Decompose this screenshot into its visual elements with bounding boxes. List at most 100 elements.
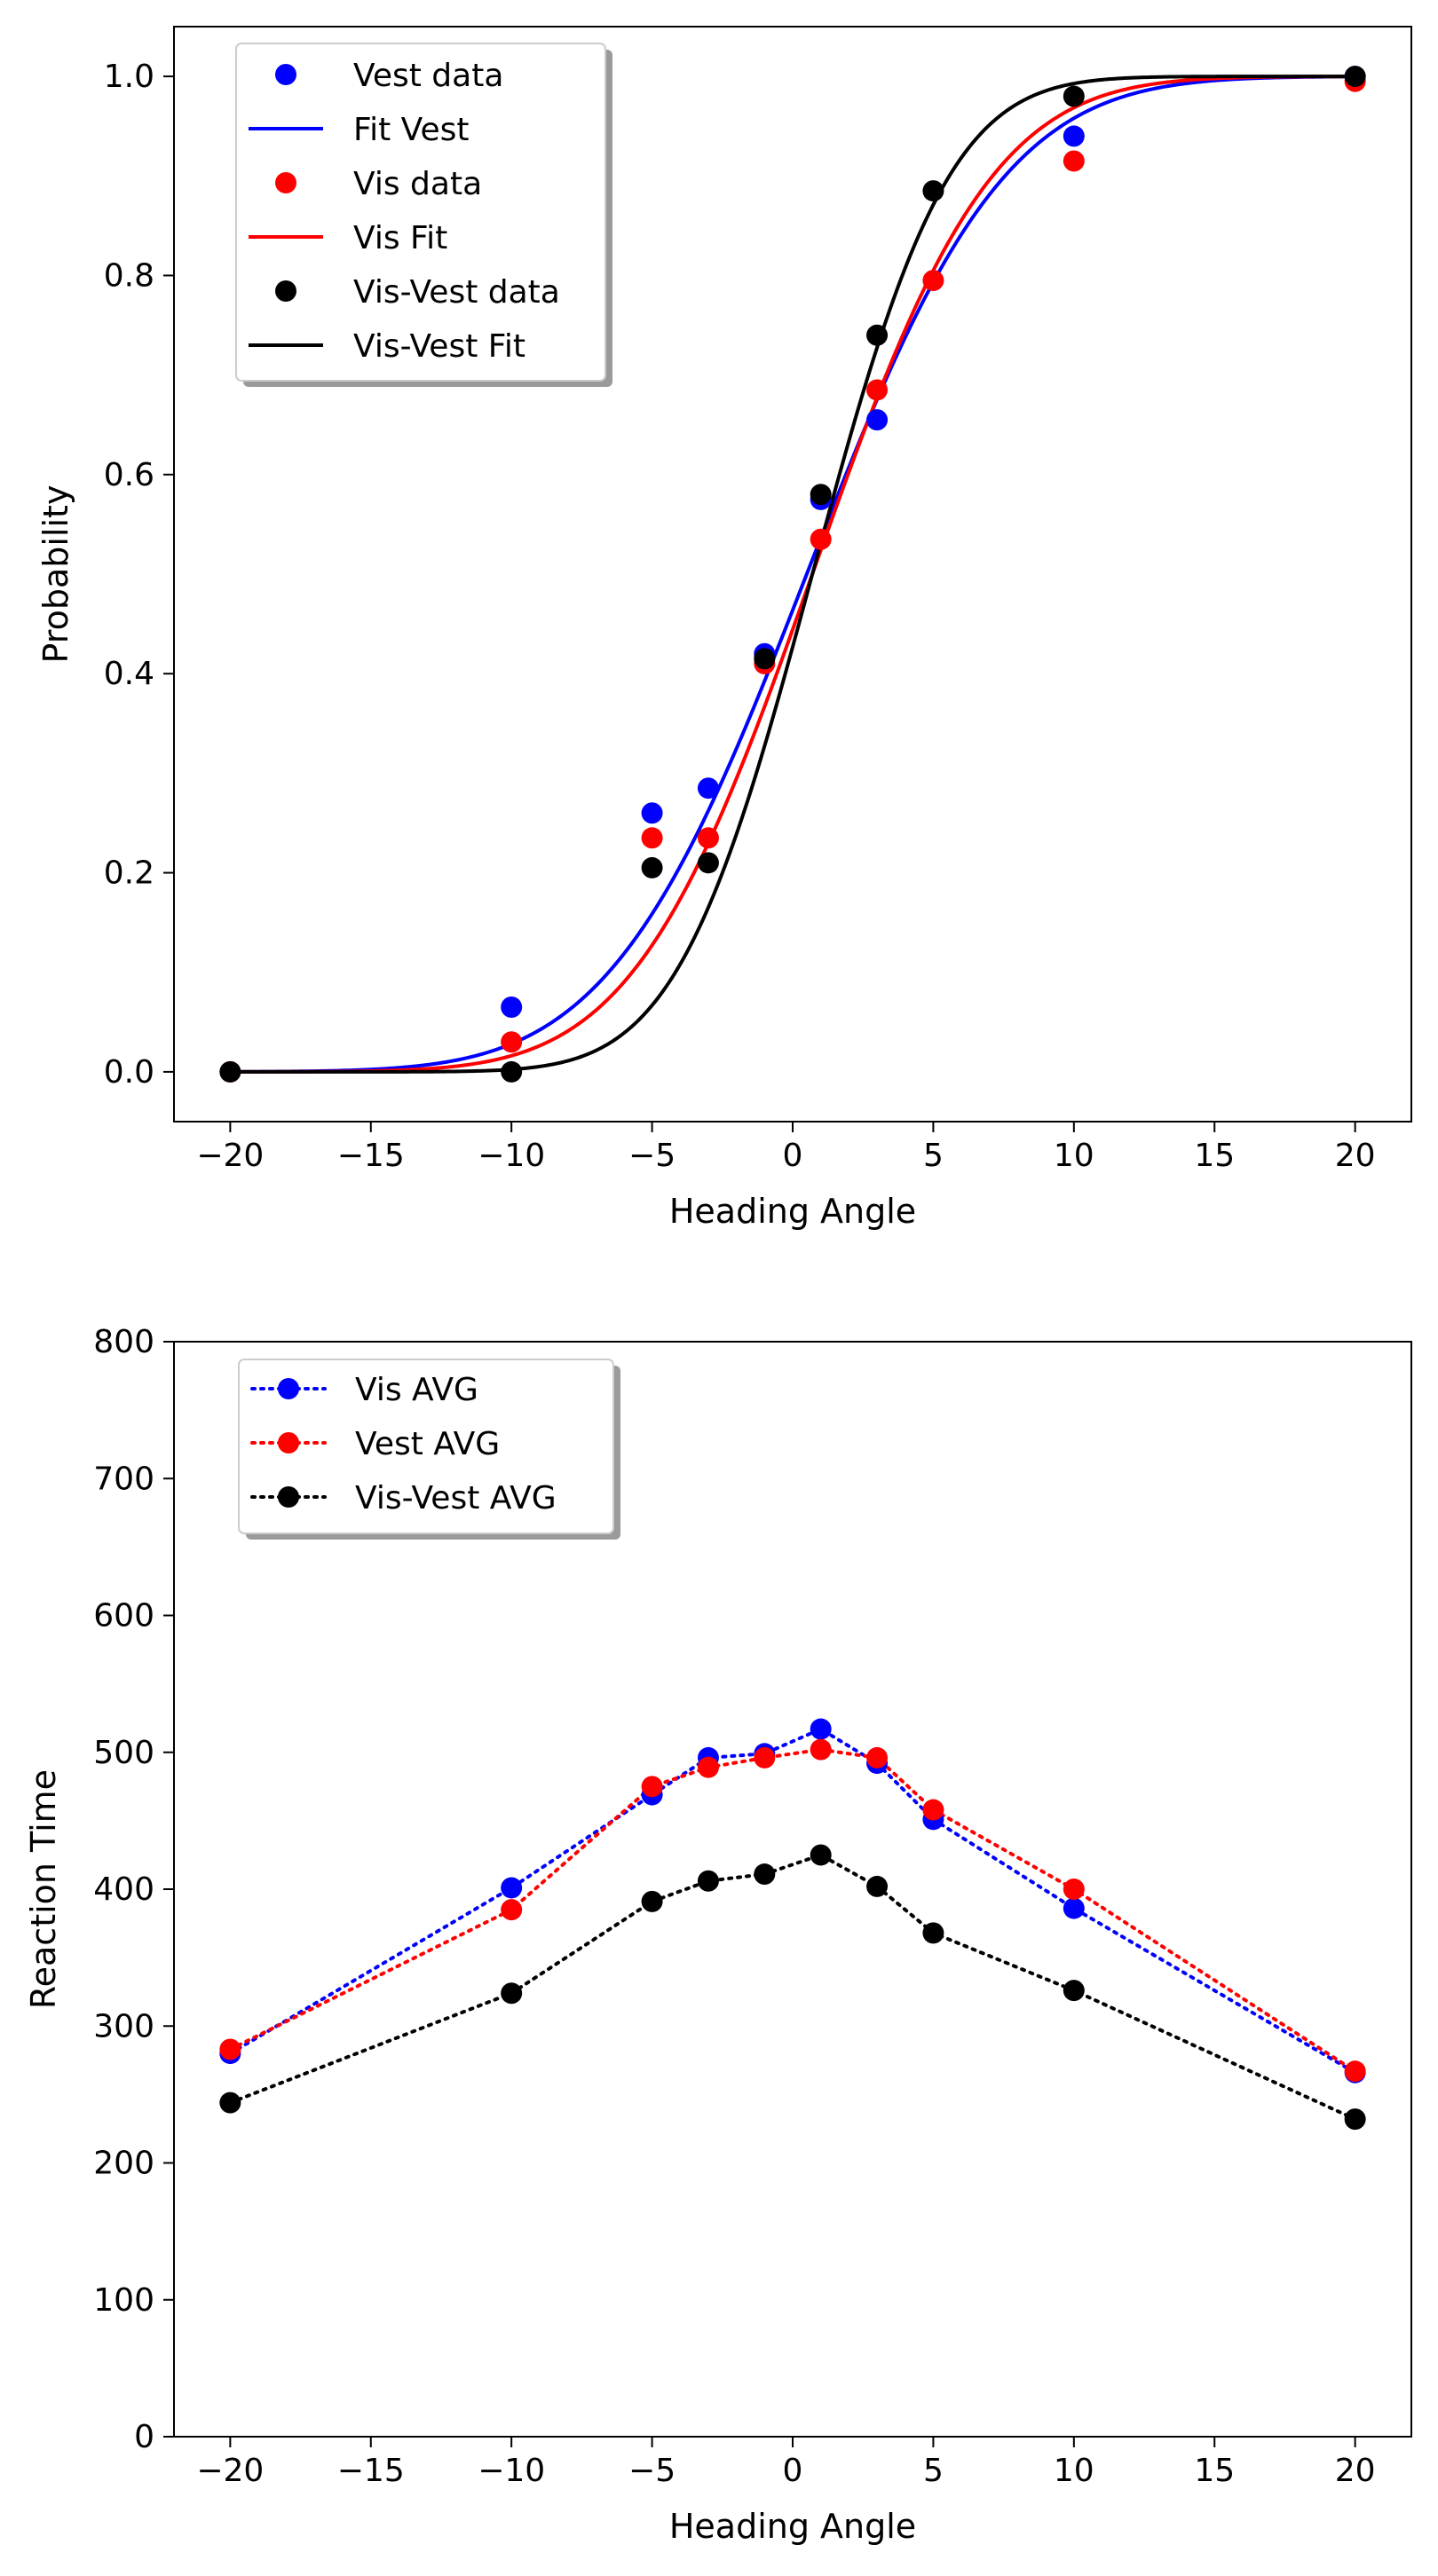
vis-vest-avg-point — [922, 1922, 944, 1944]
x-tick-label: −20 — [196, 1138, 264, 1174]
y-tick-label: 600 — [93, 1598, 154, 1635]
y-axis-label: Probability — [36, 485, 75, 664]
y-tick-label: 400 — [93, 1871, 154, 1908]
x-tick-label: 10 — [1054, 2453, 1094, 2489]
vis-vest-data-point — [810, 484, 832, 506]
x-tick-label: 5 — [923, 2453, 944, 2489]
vis-data-point — [697, 827, 719, 849]
vis-data-point — [922, 270, 944, 292]
average-lines — [228, 1727, 1357, 2122]
y-tick-label: 0.6 — [104, 457, 154, 493]
y-tick-label: 800 — [93, 1324, 154, 1360]
legend: Vis AVG Vest AVG Vis-Vest AVG — [238, 1359, 620, 1540]
x-tick-label: −10 — [478, 1138, 545, 1174]
vest-avg-point — [1063, 1879, 1085, 1900]
vest-avg-point — [641, 1776, 663, 1798]
vest-avg-point — [754, 1746, 776, 1769]
x-tick-label: 15 — [1194, 1138, 1235, 1174]
vest-avg-point — [922, 1799, 944, 1821]
x-tick-label: 0 — [783, 2453, 803, 2489]
vest-data-point — [501, 996, 523, 1018]
vest-avg-point — [810, 1738, 832, 1761]
x-tick-label: −5 — [628, 2453, 676, 2489]
vest-avg-point — [501, 1899, 523, 1921]
vis-vest-avg-point — [754, 1863, 776, 1886]
vis-data-point — [866, 379, 889, 401]
y-tick-label: 1.0 — [104, 59, 154, 95]
vis-data-point — [641, 827, 663, 849]
y-tick-label: 0 — [134, 2419, 154, 2455]
vis-avg-line — [228, 1727, 1357, 2075]
vis-vest-avg-point — [1063, 1980, 1085, 2002]
y-tick-label: 0.8 — [104, 257, 154, 294]
vis-avg-point — [810, 1718, 832, 1740]
legend-label: Vest data — [353, 58, 503, 94]
vis-vest-data-point — [501, 1060, 523, 1083]
y-tick-label: 700 — [93, 1461, 154, 1497]
y-tick-label: 100 — [93, 2282, 154, 2319]
vis-vest-avg-point — [1344, 2108, 1366, 2131]
y-axis-ticks: 0 100 200 300 400 500 600 700 800 — [93, 1324, 174, 2455]
vis-vest-data-point — [754, 648, 776, 670]
vis-vest-data-point — [1063, 85, 1085, 107]
x-axis-label: Heading Angle — [669, 2507, 916, 2546]
vis-avg-point — [1063, 1897, 1085, 1919]
vis-vest-data-point — [697, 852, 719, 874]
x-tick-label: 10 — [1054, 1138, 1094, 1174]
legend-marker — [278, 1432, 299, 1453]
vis-vest-fit-line — [230, 75, 1355, 1074]
vis-vest-data-point — [219, 1060, 241, 1083]
legend-label: Vis-Vest Fit — [353, 328, 525, 365]
x-axis-label: Heading Angle — [669, 1192, 916, 1231]
x-tick-label: 0 — [783, 1138, 803, 1174]
legend-marker — [278, 1486, 299, 1508]
legend-label: Vis Fit — [353, 220, 447, 256]
probability-chart: −20 −15 −10 −5 0 5 10 15 20 0.0 0.2 0.4 0.6 0.8 1.0 H… — [36, 26, 1412, 1231]
vis-vest-data-point — [866, 324, 889, 346]
legend-label: Vis data — [353, 166, 482, 202]
x-tick-label: 15 — [1194, 2453, 1235, 2489]
legend-marker — [278, 1378, 299, 1399]
vest-avg-point — [697, 1756, 719, 1778]
vis-data-point — [810, 528, 832, 550]
vest-data-point — [641, 802, 663, 824]
vest-data-point — [866, 409, 889, 431]
y-tick-label: 500 — [93, 1735, 154, 1771]
vis-vest-avg-point — [501, 1982, 523, 2005]
x-tick-label: −15 — [337, 1138, 405, 1174]
legend-marker — [275, 280, 296, 302]
vest-data-point — [1063, 125, 1085, 147]
vis-vest-data-point — [922, 180, 944, 202]
vis-avg-point — [501, 1877, 523, 1899]
legend-label: Vest AVG — [355, 1426, 500, 1462]
reaction-time-chart: −20 −15 −10 −5 0 5 10 15 20 0 100 200 300 400 500 600 7… — [24, 1324, 1412, 2546]
vis-vest-data-point — [1344, 66, 1366, 88]
y-tick-label: 0.2 — [104, 855, 154, 892]
y-tick-label: 200 — [93, 2146, 154, 2182]
vis-vest-avg-line — [228, 1853, 1357, 2122]
x-tick-label: 20 — [1335, 1138, 1376, 1174]
vis-data-point — [501, 1031, 523, 1053]
average-points — [219, 1718, 1366, 2131]
vest-avg-line — [228, 1747, 1357, 2074]
y-tick-label: 300 — [93, 2008, 154, 2044]
x-tick-label: 20 — [1335, 2453, 1376, 2489]
y-axis-label: Reaction Time — [24, 1769, 63, 2009]
vis-fit-line — [230, 75, 1355, 1074]
y-tick-label: 0.0 — [104, 1054, 154, 1091]
x-axis-ticks: −20 −15 −10 −5 0 5 10 15 20 — [196, 2437, 1376, 2489]
x-tick-label: −5 — [628, 1138, 676, 1174]
fit-vest-line — [230, 75, 1355, 1074]
vest-avg-point — [1344, 2060, 1366, 2083]
vis-vest-avg-point — [866, 1875, 889, 1897]
data-points — [219, 66, 1366, 1083]
legend-marker — [275, 172, 296, 193]
vis-data-point — [1063, 150, 1085, 172]
vest-avg-point — [219, 2038, 241, 2060]
x-tick-label: −10 — [478, 2453, 545, 2489]
vis-vest-data-point — [641, 856, 663, 878]
vis-vest-avg-point — [219, 2092, 241, 2114]
vis-vest-avg-point — [641, 1890, 663, 1912]
y-tick-label: 0.4 — [104, 656, 154, 692]
